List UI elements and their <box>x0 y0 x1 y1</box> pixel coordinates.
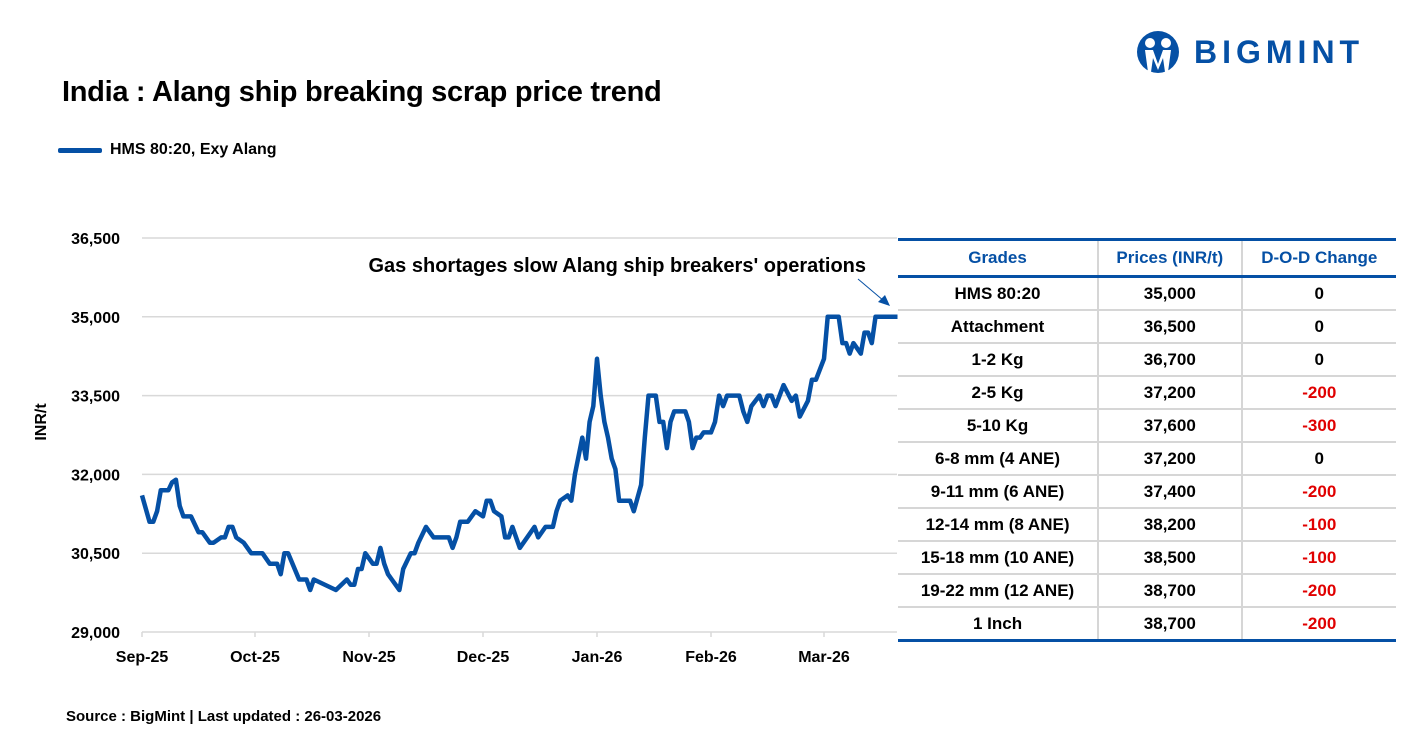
data-points <box>141 316 898 591</box>
table-row: 12-14 mm (8 ANE) 38,200 -100 <box>898 508 1396 542</box>
price-cell: 38,700 <box>1097 574 1242 608</box>
table-header-1: Prices (INR/t) <box>1097 238 1242 278</box>
y-tick-label: 29,000 <box>71 625 120 642</box>
change-cell: 0 <box>1240 310 1396 344</box>
change-cell: -100 <box>1240 541 1396 575</box>
x-tick-label: Oct-25 <box>230 649 280 666</box>
table-row: 1-2 Kg 36,700 0 <box>898 343 1396 377</box>
y-tick-label: 32,000 <box>71 467 120 484</box>
legend-label: HMS 80:20, Exy Alang <box>110 141 277 158</box>
table-row: 15-18 mm (10 ANE) 38,500 -100 <box>898 541 1396 575</box>
x-tick-label: Sep-25 <box>116 649 169 666</box>
table-row: 1 Inch 38,700 -200 <box>898 607 1396 642</box>
table-header-0: Grades <box>898 238 1099 278</box>
change-cell: 0 <box>1240 343 1396 377</box>
y-axis-label: INR/t <box>33 403 50 441</box>
y-tick-label: 35,000 <box>71 310 120 327</box>
x-tick-label: Mar-26 <box>798 649 850 666</box>
price-cell: 37,600 <box>1097 409 1242 443</box>
series-line-hms-80-20 <box>139 314 898 593</box>
grade-cell: 1-2 Kg <box>898 343 1099 377</box>
grade-cell: 1 Inch <box>898 607 1099 642</box>
grade-cell: 9-11 mm (6 ANE) <box>898 475 1099 509</box>
table-row: 19-22 mm (12 ANE) 38,700 -200 <box>898 574 1396 608</box>
change-cell: -200 <box>1240 475 1396 509</box>
price-cell: 38,700 <box>1097 607 1242 642</box>
legend-swatch <box>58 147 102 153</box>
change-cell: -300 <box>1240 409 1396 443</box>
grades-price-table: Grades Prices (INR/t) D-O-D Change HMS 80:… <box>898 238 1396 642</box>
chart-title: India : Alang ship breaking scrap price … <box>62 76 662 108</box>
grade-cell: 6-8 mm (4 ANE) <box>898 442 1099 476</box>
change-cell: -100 <box>1240 508 1396 542</box>
table-row: 6-8 mm (4 ANE) 37,200 0 <box>898 442 1396 476</box>
table-header-2: D-O-D Change <box>1240 238 1396 278</box>
source-note: Source : BigMint | Last updated : 26-03-… <box>66 708 382 725</box>
table-row: 2-5 Kg 37,200 -200 <box>898 376 1396 410</box>
table-row: 5-10 Kg 37,600 -300 <box>898 409 1396 443</box>
change-cell: 0 <box>1240 276 1396 311</box>
grade-cell: HMS 80:20 <box>898 276 1099 311</box>
change-cell: -200 <box>1240 376 1396 410</box>
x-tick-label: Dec-25 <box>457 649 510 666</box>
bigmint-logo: BIGMINT <box>1136 30 1364 74</box>
grade-cell: 2-5 Kg <box>898 376 1099 410</box>
y-tick-label: 33,500 <box>71 389 120 406</box>
price-cell: 37,200 <box>1097 376 1242 410</box>
grade-cell: 15-18 mm (10 ANE) <box>898 541 1099 575</box>
annotation-text: Gas shortages slow Alang ship breakers' … <box>369 255 867 277</box>
grade-cell: Attachment <box>898 310 1099 344</box>
change-cell: -200 <box>1240 574 1396 608</box>
change-cell: 0 <box>1240 442 1396 476</box>
table-row: 9-11 mm (6 ANE) 37,400 -200 <box>898 475 1396 509</box>
price-cell: 38,500 <box>1097 541 1242 575</box>
y-tick-label: 36,500 <box>71 231 120 248</box>
bigmint-logo-icon <box>1137 31 1179 73</box>
price-cell: 36,500 <box>1097 310 1242 344</box>
price-cell: 37,200 <box>1097 442 1242 476</box>
x-tick-label: Nov-25 <box>342 649 395 666</box>
table-row: HMS 80:20 35,000 0 <box>898 276 1396 311</box>
price-cell: 37,400 <box>1097 475 1242 509</box>
grade-cell: 5-10 Kg <box>898 409 1099 443</box>
change-cell: -200 <box>1240 607 1396 642</box>
x-tick-label: Jan-26 <box>572 649 623 666</box>
x-tick-label: Feb-26 <box>685 649 737 666</box>
logo-wordmark: BIGMINT <box>1194 33 1365 70</box>
legend: HMS 80:20, Exy Alang <box>58 141 277 159</box>
y-tick-label: 30,500 <box>71 546 120 563</box>
price-cell: 35,000 <box>1097 276 1242 311</box>
price-cell: 38,200 <box>1097 508 1242 542</box>
grade-cell: 19-22 mm (12 ANE) <box>898 574 1099 608</box>
grade-cell: 12-14 mm (8 ANE) <box>898 508 1099 542</box>
annotation-arrow <box>857 278 890 306</box>
price-cell: 36,700 <box>1097 343 1242 377</box>
table-row: Attachment 36,500 0 <box>898 310 1396 344</box>
